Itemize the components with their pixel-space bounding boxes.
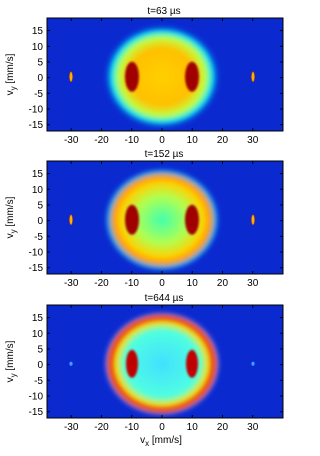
x-axis-label-part: [mm/s] bbox=[149, 435, 182, 446]
cloud bbox=[104, 24, 220, 129]
x-tick-label: 0 bbox=[159, 278, 165, 289]
y-tick-label: 10 bbox=[32, 329, 44, 340]
x-tick-label: 30 bbox=[247, 422, 259, 433]
panel-title: t=644 µs bbox=[145, 293, 184, 304]
x-tick-label: 10 bbox=[187, 135, 199, 146]
x-tick-label: -10 bbox=[124, 278, 139, 289]
x-tick-label: 20 bbox=[217, 278, 229, 289]
side-peak bbox=[125, 204, 139, 235]
x-tick-label: 0 bbox=[159, 135, 165, 146]
plot-frame bbox=[46, 160, 284, 275]
y-axis-label-part: v bbox=[5, 233, 16, 238]
x-tick-label: -20 bbox=[94, 135, 109, 146]
y-tick-label: 0 bbox=[37, 73, 43, 84]
y-axis-label-part: [mm/s] bbox=[5, 196, 16, 229]
y-tick-label: -10 bbox=[29, 392, 44, 403]
cloud bbox=[104, 311, 220, 416]
plot-frame bbox=[46, 304, 284, 419]
y-axis-label-part: [mm/s] bbox=[5, 53, 16, 86]
y-axis-label-part: y bbox=[9, 86, 18, 90]
y-tick-label: 0 bbox=[37, 360, 43, 371]
y-tick-label: 10 bbox=[32, 42, 44, 53]
x-tick-label: -30 bbox=[64, 278, 79, 289]
outer-peak bbox=[251, 71, 255, 83]
x-tick-label: -20 bbox=[94, 278, 109, 289]
x-tick-label: -10 bbox=[124, 422, 139, 433]
y-axis-label-part: v bbox=[5, 377, 16, 382]
side-peak bbox=[185, 204, 199, 235]
side-peak bbox=[186, 349, 198, 378]
x-tick-label: 30 bbox=[247, 278, 259, 289]
x-tick-label: -20 bbox=[94, 422, 109, 433]
x-axis-label-part: v bbox=[140, 435, 145, 446]
outer-peak bbox=[69, 214, 73, 226]
x-tick-label: 30 bbox=[247, 135, 259, 146]
y-tick-label: 5 bbox=[37, 344, 43, 355]
y-tick-label: 10 bbox=[32, 185, 44, 196]
y-tick-label: -5 bbox=[34, 232, 43, 243]
y-axis-label-part: [mm/s] bbox=[5, 340, 16, 373]
y-tick-label: 5 bbox=[37, 200, 43, 211]
y-tick-label: 15 bbox=[32, 313, 44, 324]
x-tick-label: -30 bbox=[64, 422, 79, 433]
x-tick-label: -30 bbox=[64, 135, 79, 146]
side-peak bbox=[126, 349, 138, 378]
y-tick-label: -15 bbox=[29, 263, 44, 274]
x-tick-label: 10 bbox=[187, 278, 199, 289]
y-tick-label: -5 bbox=[34, 376, 43, 387]
y-tick-label: 0 bbox=[37, 216, 43, 227]
x-axis-label-part: x bbox=[145, 439, 149, 448]
y-tick-label: 5 bbox=[37, 57, 43, 68]
outer-peak bbox=[69, 71, 73, 83]
panel-title: t=63 µs bbox=[147, 6, 180, 17]
y-tick-label: -5 bbox=[34, 89, 43, 100]
side-peak bbox=[185, 61, 199, 92]
plot-frame bbox=[46, 17, 284, 132]
figure: t=63 µs 15 10 5 0 -5 -10 -15 -30 -20 -10 0 10 20 30 vy … bbox=[5, 6, 284, 448]
y-axis-label: vy [mm/s] bbox=[5, 340, 18, 382]
x-tick-label: -10 bbox=[124, 135, 139, 146]
outer-peak bbox=[69, 361, 73, 366]
side-peak bbox=[125, 61, 139, 92]
y-tick-label: -10 bbox=[29, 248, 44, 259]
outer-peak bbox=[251, 361, 255, 366]
y-tick-label: -10 bbox=[29, 105, 44, 116]
y-axis-label: vy [mm/s] bbox=[5, 196, 18, 238]
panel-title: t=152 µs bbox=[145, 149, 184, 160]
y-tick-label: 15 bbox=[32, 169, 44, 180]
outer-peak bbox=[251, 214, 255, 226]
y-tick-label: 15 bbox=[32, 26, 44, 37]
y-axis-label-part: v bbox=[5, 90, 16, 95]
x-axis-label: vx [mm/s] bbox=[140, 435, 182, 448]
y-tick-label: -15 bbox=[29, 120, 44, 131]
y-tick-label: -15 bbox=[29, 407, 44, 418]
x-tick-label: 10 bbox=[187, 422, 199, 433]
cloud bbox=[104, 167, 220, 272]
x-tick-label: 0 bbox=[159, 422, 165, 433]
y-axis-label-part: y bbox=[9, 373, 18, 377]
x-tick-label: 20 bbox=[217, 422, 229, 433]
x-tick-label: 20 bbox=[217, 135, 229, 146]
y-axis-label-part: y bbox=[9, 229, 18, 233]
y-axis-label: vy [mm/s] bbox=[5, 53, 18, 95]
